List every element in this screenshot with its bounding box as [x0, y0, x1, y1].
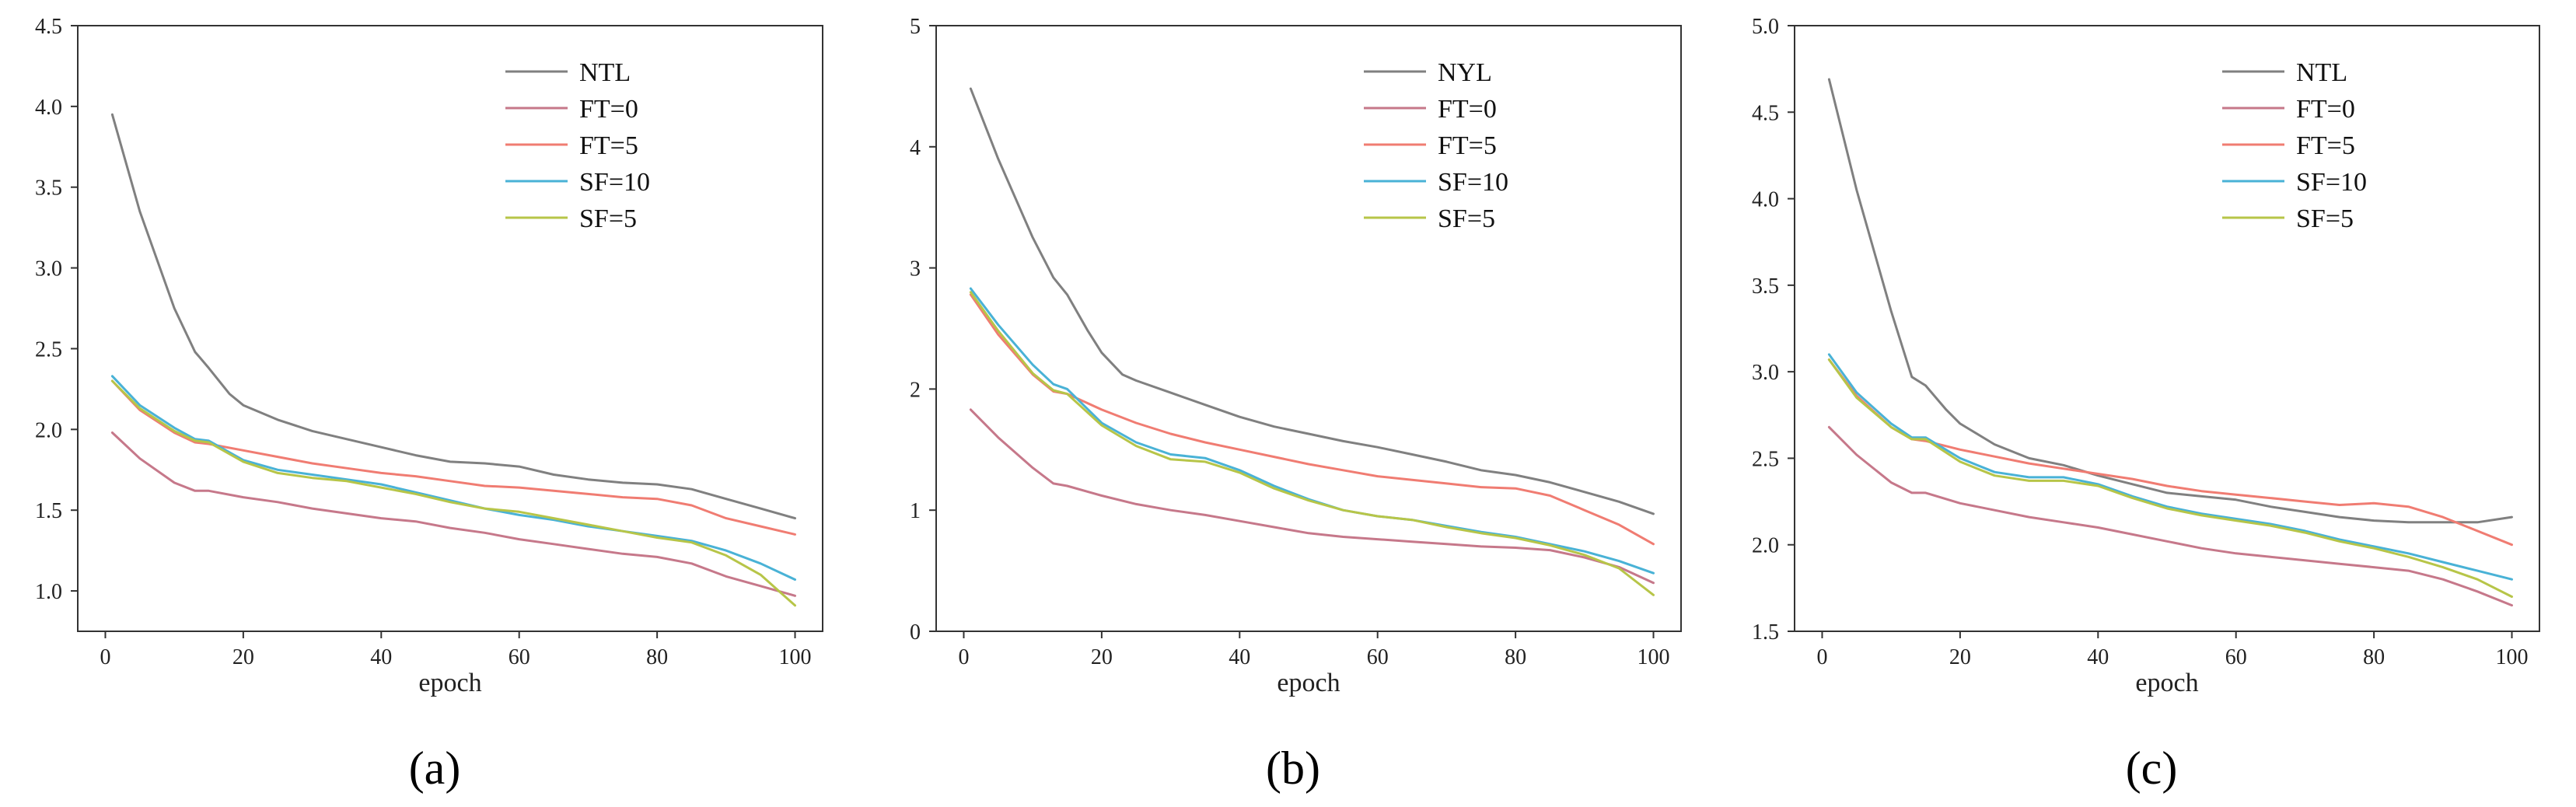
legend-label: SF=10 [2296, 168, 2367, 197]
x-tick-label: 100 [2496, 645, 2529, 669]
series-line-ntl [1827, 78, 2513, 524]
y-tick-label: 2.0 [1752, 534, 1779, 558]
legend-label: FT=5 [579, 131, 638, 160]
y-tick-label: 2.5 [1752, 447, 1779, 471]
y-tick-label: 0 [910, 620, 921, 645]
y-tick-label: 3.5 [35, 176, 62, 201]
legend-label: SF=10 [1438, 168, 1508, 197]
x-tick-label: 20 [1949, 645, 1971, 669]
legend-label: SF=5 [2296, 204, 2354, 233]
y-tick-label: 3 [910, 257, 921, 281]
series-line-sf-10 [969, 287, 1655, 575]
series-line-sf-5 [1827, 358, 2513, 598]
series-line-ft-0 [110, 431, 796, 597]
series-line-ft-5 [110, 379, 796, 536]
x-tick-label: 40 [370, 645, 392, 669]
y-tick-label: 3.5 [1752, 274, 1779, 299]
plot-frame [935, 25, 1682, 632]
x-tick-label: 60 [2225, 645, 2247, 669]
plot-frame [1794, 25, 2540, 632]
series-line-ft-5 [1827, 358, 2513, 547]
y-tick-label: 2.5 [35, 337, 62, 362]
y-tick-label: 4.0 [35, 96, 62, 120]
y-tick-label: 3.0 [35, 257, 62, 281]
series-line-sf-5 [969, 291, 1655, 596]
chart-panel-a: 0 20 40 60 80 100 1.0 1.5 2.0 2.5 3.0 3.5 4.0 4.5 epoc… [35, 15, 823, 794]
y-tick-label: 2.0 [35, 418, 62, 442]
legend-label: SF=5 [1438, 204, 1495, 233]
legend-label: NTL [2296, 58, 2347, 87]
x-tick-label: 40 [1229, 645, 1250, 669]
series-line-ntl [110, 113, 796, 520]
series-line-ft-0 [1827, 425, 2513, 607]
x-tick-label: 0 [100, 645, 110, 669]
y-tick-label: 2 [910, 378, 921, 402]
y-tick-label: 1 [910, 499, 921, 523]
y-tick-label: 4.5 [35, 15, 62, 39]
y-tick-label: 4 [910, 136, 921, 160]
y-tick-label: 1.5 [35, 499, 62, 523]
x-tick-label: 100 [779, 645, 812, 669]
x-tick-label: 0 [1816, 645, 1827, 669]
plot-frame [77, 25, 823, 632]
x-tick-label: 80 [646, 645, 668, 669]
legend-label: NTL [579, 58, 631, 87]
chart-panel-c: 0 20 40 60 80 100 1.5 2.0 2.5 3.0 3.5 4.0 4.5 5.0 epoc… [1752, 15, 2540, 794]
legend-label: FT=0 [1438, 95, 1497, 124]
series-line-sf-10 [110, 375, 796, 581]
x-tick-label: 60 [509, 645, 530, 669]
series-line-nyl [969, 87, 1655, 515]
y-tick-label: 5.0 [1752, 15, 1779, 39]
series-line-ft-0 [969, 408, 1655, 585]
x-tick-label: 100 [1638, 645, 1670, 669]
legend-label: FT=5 [1438, 131, 1497, 160]
panel-label: (a) [409, 742, 461, 794]
x-tick-label: 0 [958, 645, 969, 669]
x-axis-title: epoch [2135, 669, 2198, 697]
x-tick-label: 60 [1367, 645, 1389, 669]
y-tick-label: 4.5 [1752, 101, 1779, 125]
x-tick-label: 80 [1505, 645, 1526, 669]
legend-label: FT=0 [579, 95, 638, 124]
series-line-sf-10 [1827, 353, 2513, 581]
y-tick-label: 3.0 [1752, 361, 1779, 385]
x-tick-label: 80 [2363, 645, 2385, 669]
x-axis-title: epoch [418, 669, 481, 697]
y-tick-label: 1.5 [1752, 620, 1779, 645]
legend-label: SF=10 [579, 168, 650, 197]
x-tick-label: 40 [2087, 645, 2109, 669]
legend-label: FT=0 [2296, 95, 2355, 124]
x-tick-label: 20 [1091, 645, 1113, 669]
panel-label: (c) [2126, 742, 2178, 794]
x-tick-label: 20 [232, 645, 254, 669]
x-axis-title: epoch [1277, 669, 1340, 697]
y-tick-label: 5 [910, 15, 921, 39]
legend-label: SF=5 [579, 204, 637, 233]
y-tick-label: 4.0 [1752, 188, 1779, 212]
series-line-sf-5 [110, 379, 796, 607]
legend-label: FT=5 [2296, 131, 2355, 160]
y-tick-label: 1.0 [35, 580, 62, 604]
panel-label: (b) [1266, 742, 1320, 794]
legend-label: NYL [1438, 58, 1492, 87]
chart-panel-b: 0 20 40 60 80 100 0 1 2 3 4 5 epoch NYL FT=0 FT=5 SF=10 S… [910, 15, 1682, 794]
series-line-ft-5 [969, 293, 1655, 546]
